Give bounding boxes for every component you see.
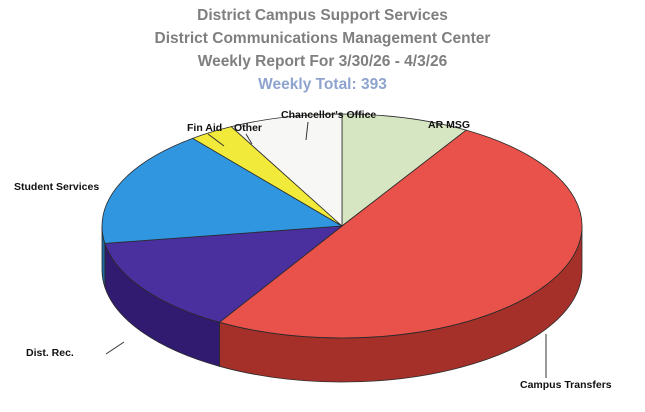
slice-campus-transfers bbox=[219, 129, 583, 339]
leader-line-other bbox=[245, 133, 253, 145]
chart-titles: District Campus Support Services Distric… bbox=[0, 4, 645, 96]
leader-line-dist-rec bbox=[105, 341, 125, 355]
slice-student-services bbox=[101, 137, 343, 244]
report-period: Weekly Report For 3/30/26 - 4/3/26 bbox=[197, 53, 448, 70]
slice-chancellor-s-office bbox=[230, 113, 343, 227]
pie-labels: AR MSG Campus Transfers Dist. Rec. Student … bbox=[14, 109, 612, 391]
pie-slices bbox=[101, 113, 583, 339]
label-dist-rec: Dist. Rec. bbox=[26, 347, 74, 359]
slice-dist-rec bbox=[104, 225, 343, 323]
label-other: Other bbox=[234, 122, 262, 134]
label-ar-msg: AR MSG bbox=[428, 119, 470, 131]
label-campus-transfers: Campus Transfers bbox=[520, 379, 612, 391]
leader-line-chancellor-s-office bbox=[305, 121, 309, 141]
slice-ar-msg bbox=[341, 113, 467, 227]
pie-leader-lines bbox=[105, 121, 547, 378]
leader-line-fin-aid bbox=[207, 133, 225, 147]
weekly-total: Weekly Total: 393 bbox=[258, 76, 387, 93]
chart-title: District Campus Support Services bbox=[197, 7, 448, 24]
label-fin-aid: Fin Aid bbox=[187, 122, 222, 134]
pie-sides bbox=[101, 225, 583, 383]
label-student-services: Student Services bbox=[14, 181, 99, 193]
chart-subtitle: District Communications Management Cente… bbox=[154, 30, 491, 47]
label-chancellor-s-office: Chancellor's Office bbox=[281, 109, 376, 121]
